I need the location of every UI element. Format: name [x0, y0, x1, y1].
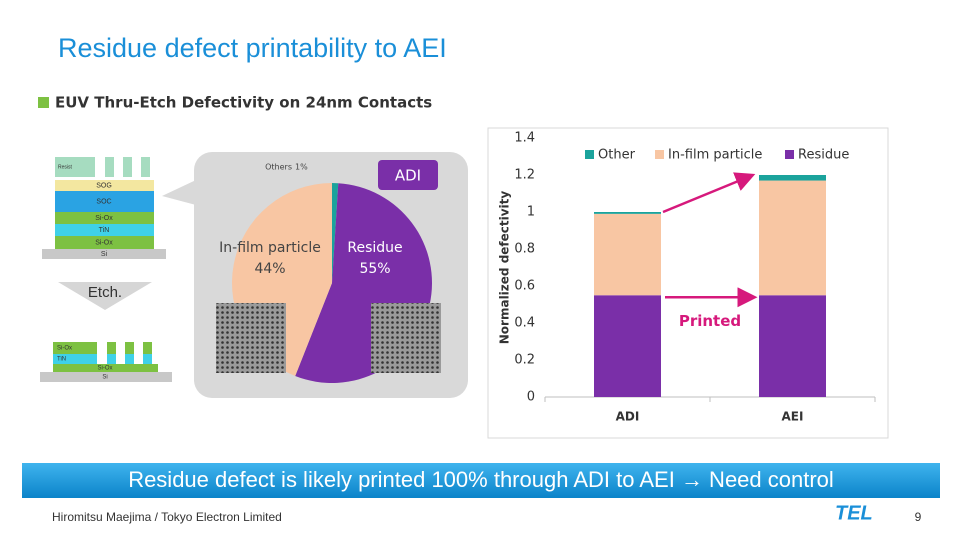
annotation: Printed — [679, 312, 741, 330]
pillar — [105, 157, 114, 177]
bar-chart: 0 0.2 0.4 0.6 0.8 1 1.2 1.4 Normalized defectivi… — [498, 131, 876, 424]
sem-image — [216, 303, 286, 373]
layer — [53, 354, 97, 364]
layer-label: SOG — [96, 182, 112, 189]
layer-label: TiN — [99, 227, 110, 234]
layer-label: Si — [101, 251, 108, 258]
bar-segment — [594, 295, 661, 397]
bar-segment — [594, 213, 661, 296]
y-tick-label: 1.2 — [514, 168, 535, 183]
arrow — [662, 172, 756, 214]
base — [40, 372, 172, 382]
sem-image — [371, 303, 441, 373]
layer-label: Si-Ox — [95, 239, 113, 246]
x-tick-label: ADI — [616, 410, 640, 424]
callout — [162, 180, 196, 205]
pie-value-label: 44% — [254, 261, 285, 277]
pie-label: Others — [265, 163, 292, 172]
pillar — [143, 354, 152, 364]
page-number: 9 — [915, 510, 922, 524]
pillar — [107, 342, 116, 354]
layer — [55, 180, 154, 191]
y-tick-label: 1.4 — [514, 131, 535, 146]
legend-label: Other — [598, 148, 636, 163]
bar-segment — [759, 295, 826, 397]
step-label: Etch. — [88, 284, 122, 301]
legend-swatch — [785, 150, 794, 159]
layer — [55, 157, 95, 177]
pie-value-label: 1% — [295, 163, 308, 172]
pie-label: Residue — [347, 240, 402, 256]
layer-label: Si — [102, 375, 107, 381]
pillar — [143, 342, 152, 354]
pie-tag: ADI — [395, 167, 421, 185]
legend-label: Residue — [798, 148, 849, 163]
subtitle: EUV Thru-Etch Defectivity on 24nm Contac… — [55, 94, 432, 112]
y-tick-label: 0 — [527, 390, 535, 405]
layer-label: Si-Ox — [95, 215, 113, 222]
base — [42, 249, 166, 259]
legend-swatch — [585, 150, 594, 159]
y-tick-label: 0.2 — [514, 353, 535, 368]
pillar — [125, 342, 134, 354]
y-axis-label: Normalized defectivity — [498, 191, 512, 345]
footer: Hiromitsu Maejima / Tokyo Electron Limit… — [52, 510, 282, 524]
pillar — [107, 354, 116, 364]
layer — [53, 364, 158, 372]
layer-label: Si-Ox — [57, 346, 72, 352]
layer — [55, 236, 154, 249]
layer — [55, 224, 154, 236]
layer-label: Resist — [58, 164, 73, 170]
banner-text: Residue defect is likely printed 100% th… — [128, 467, 834, 492]
legend-swatch — [655, 150, 664, 159]
pie-slice — [332, 183, 339, 283]
banner — [22, 463, 940, 498]
pie-value-label: 55% — [359, 261, 390, 277]
layer — [55, 191, 154, 212]
tag-box — [378, 160, 438, 190]
layer-label: Si-Ox — [98, 366, 113, 372]
layer — [53, 342, 97, 354]
layer-label: SOC — [96, 198, 111, 205]
bar-segment — [594, 212, 661, 214]
pillar — [141, 157, 150, 177]
y-tick-label: 0.6 — [514, 279, 535, 294]
layer-label: TiN — [57, 357, 66, 363]
bar-segment — [759, 180, 826, 296]
y-tick-label: 1 — [527, 205, 535, 220]
y-tick-label: 0.4 — [514, 316, 535, 331]
process-diagram: Etch. Resist SOG SOC Si-Ox TiN Si-Ox Si Si-Ox Ti… — [40, 157, 172, 382]
y-tick-label: 0.8 — [514, 242, 535, 257]
pillar — [125, 354, 134, 364]
slide-title: Residue defect printability to AEI — [58, 33, 447, 63]
chart-frame — [487, 127, 889, 439]
pie-label: In-film particle — [219, 240, 321, 256]
bar-segment — [759, 175, 826, 181]
logo: TEL — [835, 502, 873, 524]
layer — [55, 212, 154, 224]
bullet — [38, 97, 49, 108]
x-tick-label: AEI — [782, 410, 804, 424]
pillar — [123, 157, 132, 177]
arrow — [58, 282, 152, 310]
legend-label: In-film particle — [668, 148, 762, 163]
